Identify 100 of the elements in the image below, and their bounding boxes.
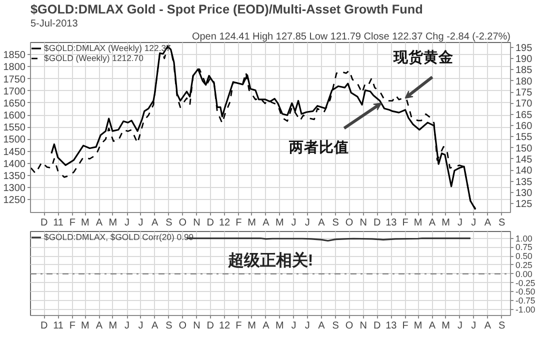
x-tick-label: A	[428, 320, 436, 332]
x-tick-label: O	[345, 320, 354, 332]
x-tick-label: D	[40, 320, 48, 332]
x-tick-label: F	[236, 218, 242, 228]
x-tick-label: 13	[386, 320, 398, 332]
y2-tick-label: 130	[516, 188, 533, 199]
y2-tick-label: 190	[516, 54, 533, 66]
x-tick-label: O	[178, 218, 187, 228]
y2-tick-label: 125	[516, 199, 533, 210]
x-tick-label: D	[40, 218, 48, 228]
y-tick-label: 1500	[3, 134, 26, 146]
series-label: $GOLD (Weekly) 1212.70	[44, 53, 144, 63]
x-tick-label: M	[80, 320, 90, 332]
x-tick-label: A	[318, 218, 326, 228]
y-tick-label: 0.00	[516, 268, 533, 279]
y-tick-label: -0.75	[516, 296, 536, 306]
x-tick-label: A	[96, 320, 103, 332]
x-tick-label: J	[304, 218, 310, 228]
x-tick-label: N	[360, 218, 368, 228]
x-tick-label: F	[402, 320, 408, 332]
x-tick-label: S	[498, 218, 506, 228]
y-tick-label: 1.00	[516, 233, 533, 244]
y-tick-label: 1750	[3, 74, 26, 86]
x-tick-label: J	[124, 320, 130, 332]
x-tick-label: M	[442, 320, 450, 332]
y-tick-label: -0.50	[516, 286, 536, 297]
y2-tick-label: 145	[516, 154, 533, 166]
x-tick-label: A	[318, 320, 326, 332]
legend-label: $GOLD:DMLAX, $GOLD Corr(20) 0.99	[44, 232, 194, 242]
chart-subtitle: 5-Jul-2013	[30, 18, 78, 30]
y-tick-label: 1800	[3, 62, 26, 74]
x-tick-label: A	[484, 218, 492, 228]
x-tick-label: O	[345, 218, 354, 228]
x-tick-label: M	[414, 218, 422, 228]
x-tick-label: S	[332, 320, 340, 332]
y-tick-label: 0.25	[516, 260, 533, 270]
y2-tick-label: 185	[516, 65, 533, 76]
x-tick-label: D	[373, 218, 381, 228]
y-tick-label: 1450	[3, 146, 26, 158]
y-tick-label: 1550	[3, 122, 26, 134]
x-tick-label: S	[166, 320, 173, 332]
x-tick-label: N	[360, 320, 368, 332]
x-tick-label: N	[193, 320, 200, 332]
x-tick-label: F	[236, 320, 242, 332]
x-tick-label: J	[291, 320, 296, 332]
x-tick-label: F	[69, 320, 76, 332]
x-tick-label: A	[484, 320, 492, 332]
x-tick-label: M	[248, 218, 256, 228]
y-tick-label: -1.00	[516, 304, 536, 314]
y-tick-label: -0.25	[516, 278, 536, 288]
x-tick-label: 11	[53, 218, 64, 228]
y2-tick-label: 135	[516, 176, 533, 188]
annotation: 超级正相关!	[226, 252, 314, 270]
x-tick-label: 12	[218, 218, 231, 228]
y2-tick-label: 195	[516, 42, 533, 54]
annotation: 现货黄金	[392, 49, 454, 66]
x-tick-label: J	[457, 320, 462, 332]
x-tick-label: 11	[53, 320, 64, 332]
y-tick-label: 1850	[3, 50, 26, 62]
x-tick-label: N	[193, 218, 200, 228]
y2-tick-label: 165	[516, 110, 533, 121]
x-tick-label: O	[178, 320, 187, 332]
y2-tick-label: 140	[516, 166, 533, 177]
y-tick-label: 1600	[3, 110, 26, 122]
x-tick-label: 13	[386, 218, 398, 228]
x-tick-label: D	[206, 218, 214, 228]
y-tick-label: 1400	[3, 158, 26, 170]
x-tick-label: J	[291, 218, 296, 228]
annotation: Open 124.41 High 127.85 Low 121.79 Close 122.37 Chg -2.84 (-2.27%)	[192, 32, 511, 42]
y-tick-label: 1350	[3, 171, 26, 182]
x-tick-label: M	[108, 218, 118, 228]
x-tick-label: M	[275, 218, 284, 228]
x-tick-label: J	[124, 218, 130, 228]
x-tick-label: M	[248, 320, 256, 332]
x-tick-label: M	[108, 320, 118, 332]
y2-tick-label: 170	[516, 98, 533, 110]
chart-title: $GOLD:DMLAX Gold - Spot Price (EOD)/Multi-Asset Growth Fund	[30, 2, 423, 16]
x-tick-label: M	[80, 218, 90, 228]
x-tick-label: J	[457, 218, 462, 228]
x-tick-label: J	[138, 320, 144, 332]
y-tick-label: 1300	[3, 183, 26, 194]
x-tick-label: M	[414, 320, 422, 332]
y-tick-label: 1250	[3, 195, 26, 206]
x-tick-label: D	[206, 320, 214, 332]
x-tick-label: A	[96, 218, 103, 228]
x-tick-label: J	[471, 218, 476, 228]
x-tick-label: A	[151, 218, 158, 228]
x-tick-label: A	[262, 320, 270, 332]
y-tick-label: 0.50	[516, 251, 533, 262]
y2-tick-label: 175	[516, 88, 533, 99]
x-tick-label: S	[498, 320, 506, 332]
y2-tick-label: 155	[516, 132, 533, 144]
x-tick-label: J	[471, 320, 476, 332]
y-tick-label: 1650	[3, 98, 26, 110]
x-tick-label: F	[69, 218, 76, 228]
x-tick-label: A	[428, 218, 436, 228]
x-tick-label: M	[442, 218, 450, 228]
y-tick-label: 0.75	[516, 242, 533, 252]
x-tick-label: A	[151, 320, 158, 332]
x-tick-label: 12	[218, 320, 231, 332]
